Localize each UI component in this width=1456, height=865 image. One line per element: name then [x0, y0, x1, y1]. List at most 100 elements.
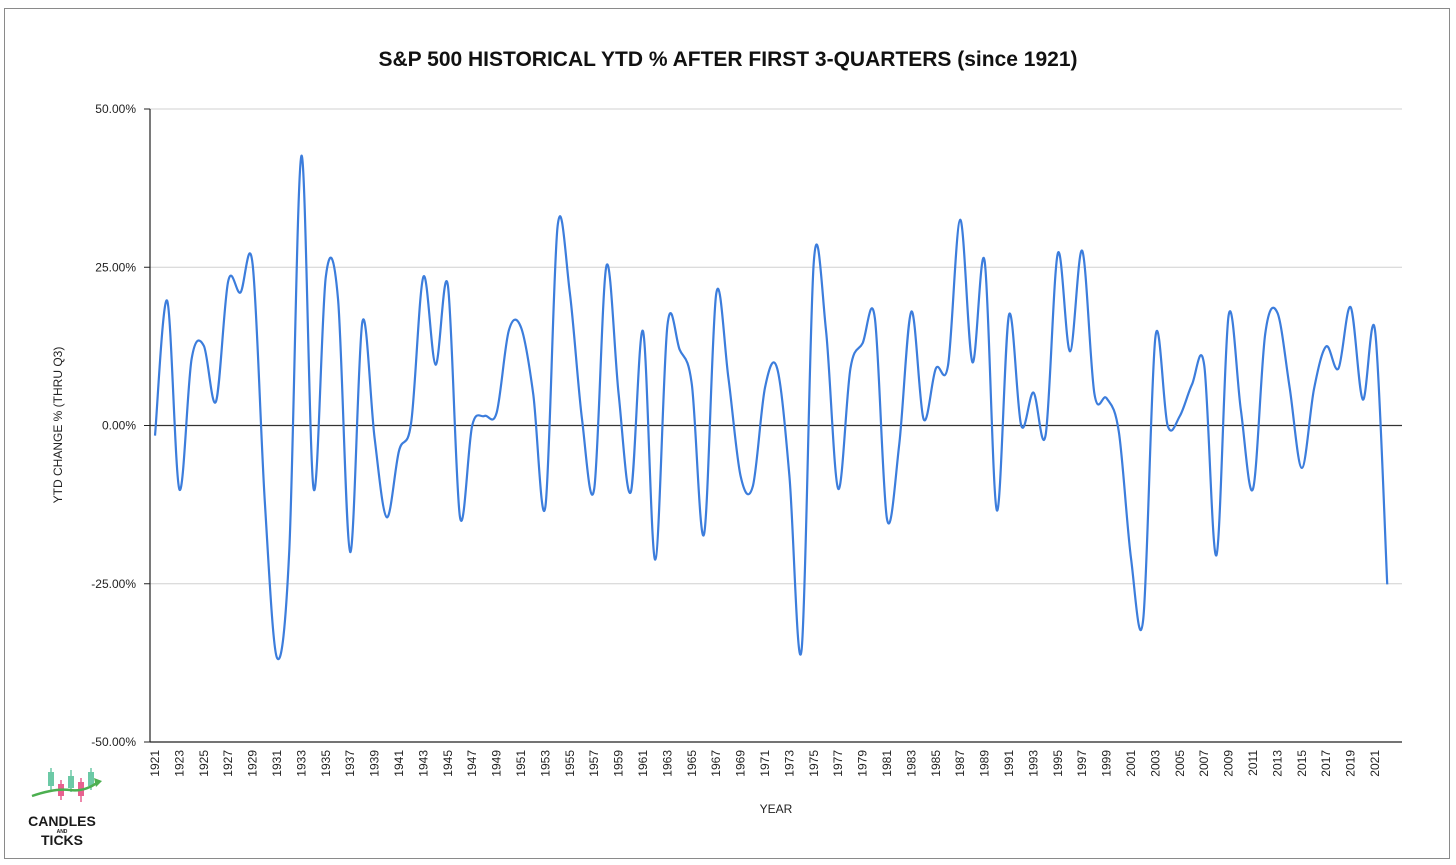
x-tick-label: 1953 — [538, 750, 552, 777]
x-tick-label: 1941 — [392, 750, 406, 777]
data-point — [616, 391, 621, 396]
x-tick-label: 2021 — [1368, 750, 1382, 777]
series-layer — [153, 154, 1390, 661]
y-tick-label: 25.00% — [95, 260, 136, 274]
x-tick-label: 2003 — [1148, 750, 1162, 777]
x-tick-label: 1931 — [270, 750, 284, 777]
data-point — [702, 532, 707, 537]
data-point — [1360, 397, 1365, 402]
data-point — [543, 504, 548, 509]
data-point — [1226, 313, 1231, 318]
data-point — [848, 366, 853, 371]
y-tick-label: 0.00% — [102, 419, 136, 433]
data-point — [1129, 556, 1134, 561]
data-point — [1238, 407, 1243, 412]
y-axis-label: YTD CHANGE % (THRU Q3) — [51, 347, 65, 504]
data-point — [677, 347, 682, 352]
x-tick-label: 1955 — [563, 750, 577, 777]
x-tick-label: 1995 — [1051, 750, 1065, 777]
data-point — [238, 290, 243, 295]
x-tick-label: 1925 — [197, 750, 211, 777]
data-point — [580, 417, 585, 422]
data-point — [787, 474, 792, 479]
x-tick-label: 1923 — [172, 750, 186, 777]
data-point — [567, 290, 572, 295]
data-point — [189, 357, 194, 362]
x-tick-label: 2015 — [1295, 750, 1309, 777]
data-point — [933, 366, 938, 371]
x-tick-label: 1973 — [782, 750, 796, 777]
x-tick-label: 1933 — [294, 750, 308, 777]
data-point — [287, 550, 292, 555]
data-point — [921, 417, 926, 422]
x-tick-label: 2009 — [1222, 750, 1236, 777]
x-tick-label: 1957 — [587, 750, 601, 777]
data-point — [1055, 251, 1060, 256]
x-tick-label: 2007 — [1197, 750, 1211, 777]
x-tick-labels: 1921 1923 1925 1927 1929 1931 1933 1935 1937 1939… — [148, 750, 1382, 777]
data-point — [592, 486, 597, 491]
data-point — [226, 279, 231, 284]
x-tick-label: 1961 — [636, 750, 650, 777]
data-point — [738, 474, 743, 479]
data-point — [726, 376, 731, 381]
x-tick-label: 1985 — [929, 750, 943, 777]
data-point — [1165, 423, 1170, 428]
data-point — [519, 325, 524, 330]
data-point — [775, 366, 780, 371]
data-point — [336, 296, 341, 301]
x-tick-label: 1935 — [319, 750, 333, 777]
x-tick-label: 1939 — [368, 750, 382, 777]
data-point — [397, 448, 402, 453]
x-tick-label: 2011 — [1246, 750, 1260, 776]
data-point — [1043, 432, 1048, 437]
data-point — [1275, 310, 1280, 315]
logo-text-ticks: TICKS — [41, 832, 83, 848]
data-point — [384, 515, 389, 520]
x-tick-label: 2005 — [1173, 750, 1187, 777]
x-tick-label: 1943 — [416, 750, 430, 777]
x-tick-label: 1971 — [758, 750, 772, 777]
data-point — [1092, 391, 1097, 396]
x-tick-label: 1963 — [660, 750, 674, 777]
data-point — [1385, 582, 1390, 587]
data-point — [799, 647, 804, 652]
data-point — [763, 385, 768, 390]
data-point — [1153, 334, 1158, 339]
data-point — [433, 362, 438, 367]
data-point — [494, 410, 499, 415]
data-point — [531, 391, 536, 396]
candles-and-ticks-logo: CANDLES AND TICKS — [28, 768, 102, 848]
x-tick-label: 1989 — [978, 750, 992, 777]
data-point — [458, 515, 463, 520]
data-point — [360, 319, 365, 324]
data-point — [1177, 414, 1182, 419]
data-point — [641, 329, 646, 334]
data-point — [1214, 553, 1219, 558]
x-tick-label: 1991 — [1002, 750, 1016, 777]
data-point — [1141, 617, 1146, 622]
x-tick-label: 1967 — [709, 750, 723, 777]
x-tick-label: 2019 — [1344, 750, 1358, 777]
data-point — [872, 315, 877, 320]
data-point — [311, 486, 316, 491]
data-point — [1263, 331, 1268, 336]
data-point — [482, 414, 487, 419]
data-point — [994, 508, 999, 513]
x-tick-label: 1975 — [807, 750, 821, 777]
data-point — [1251, 486, 1256, 491]
chart-title: S&P 500 HISTORICAL YTD % AFTER FIRST 3-Q… — [378, 48, 1078, 71]
data-point — [201, 343, 206, 348]
data-point — [409, 420, 414, 425]
x-tick-label: 1993 — [1026, 750, 1040, 777]
x-axis-label: YEAR — [760, 802, 793, 816]
data-point — [1007, 312, 1012, 317]
data-point — [811, 259, 816, 264]
logo-text-candles: CANDLES — [28, 813, 96, 829]
data-point — [262, 499, 267, 504]
x-tick-label: 1983 — [904, 750, 918, 777]
x-tick-label: 2001 — [1124, 750, 1138, 777]
data-point — [421, 274, 426, 279]
data-point — [1336, 366, 1341, 371]
